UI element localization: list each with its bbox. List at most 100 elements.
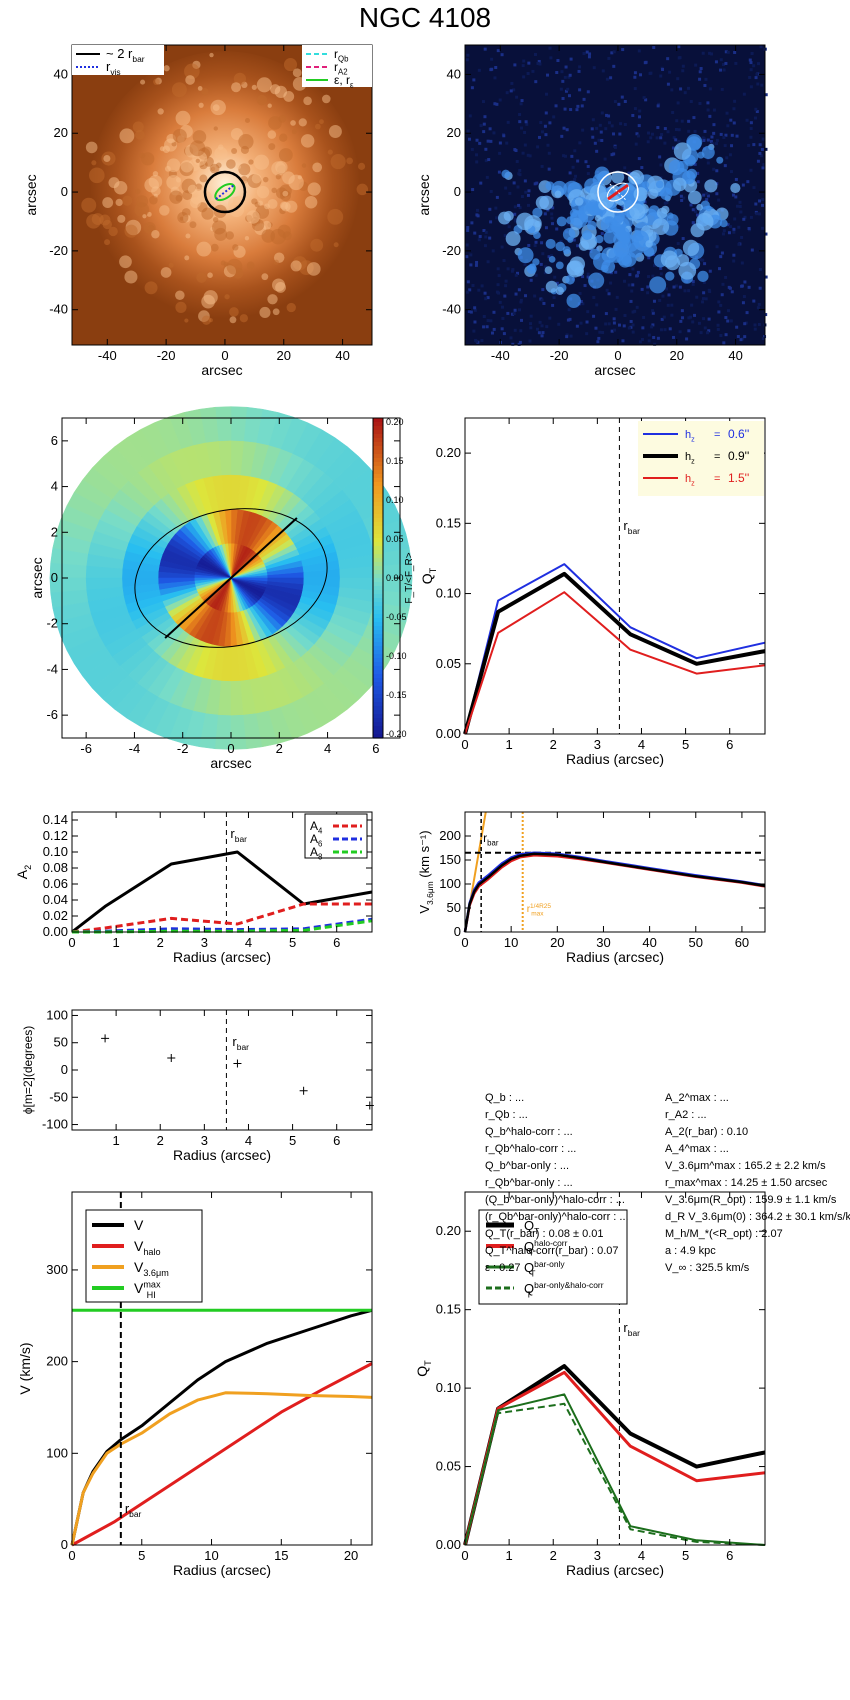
noise-pixel xyxy=(539,262,543,266)
noise-pixel xyxy=(536,61,540,65)
noise-pixel xyxy=(597,336,601,340)
x-axis-label: Radius (arcsec) xyxy=(566,949,664,965)
texture-blob xyxy=(102,219,112,230)
texture-blob xyxy=(611,170,625,184)
noise-pixel xyxy=(550,216,554,220)
noise-pixel xyxy=(678,56,682,60)
x-tick-label: 0 xyxy=(68,1548,75,1563)
legend-label: V xyxy=(134,1217,144,1233)
x-axis-label: arcsec xyxy=(210,755,251,771)
colorbar-cell xyxy=(373,654,383,659)
noise-pixel xyxy=(529,326,533,330)
x-tick-label: 4 xyxy=(638,737,645,752)
noise-pixel xyxy=(485,325,489,329)
texture-blob xyxy=(298,118,307,127)
noise-pixel xyxy=(699,258,703,262)
noise-pixel xyxy=(661,294,665,298)
stat-left-row: r_Qb^bar-only : ... xyxy=(485,1177,573,1189)
texture-blob xyxy=(303,96,312,106)
noise-pixel xyxy=(674,138,678,142)
texture-blob xyxy=(677,160,689,172)
y-tick-label: 100 xyxy=(439,876,461,891)
y-axis-label: QT xyxy=(419,567,438,584)
noise-pixel xyxy=(729,319,733,323)
noise-pixel xyxy=(480,284,484,288)
noise-pixel xyxy=(482,122,486,126)
noise-pixel xyxy=(520,318,524,322)
noise-pixel xyxy=(621,205,625,209)
noise-pixel xyxy=(656,336,660,340)
texture-blob xyxy=(119,255,132,269)
p4-frame xyxy=(464,417,766,735)
texture-blob xyxy=(124,270,138,284)
noise-pixel xyxy=(560,70,564,74)
texture-blob xyxy=(319,119,324,125)
noise-pixel xyxy=(470,86,474,90)
noise-pixel xyxy=(526,193,530,197)
noise-pixel xyxy=(510,269,514,273)
texture-blob xyxy=(210,243,219,252)
texture-blob xyxy=(89,167,105,184)
p1-panel: -40 -20 0 20 40 -40 -20 0 20 40 arcsec arcsec ~ 2 rb… xyxy=(23,44,373,378)
series-line xyxy=(463,1370,766,1546)
texture-blob xyxy=(253,154,270,170)
texture-blob xyxy=(175,110,191,126)
noise-pixel xyxy=(732,107,736,111)
colorbar-frame xyxy=(372,417,384,739)
noise-pixel xyxy=(540,324,544,328)
noise-pixel xyxy=(659,328,663,332)
noise-pixel xyxy=(721,282,725,286)
noise-pixel xyxy=(724,61,728,65)
texture-blob xyxy=(166,158,181,173)
colorbar-cell xyxy=(373,482,383,487)
texture-blob xyxy=(122,195,133,206)
noise-pixel xyxy=(739,210,743,214)
colorbar-cell xyxy=(373,722,383,727)
texture-blob xyxy=(565,274,575,285)
noise-pixel xyxy=(703,129,707,133)
texture-blob xyxy=(261,229,276,243)
noise-pixel xyxy=(507,225,511,229)
noise-pixel xyxy=(520,126,524,130)
noise-pixel xyxy=(551,303,555,307)
stat-left-row: Q_T^halo-corr(r_bar) : 0.07 xyxy=(485,1245,619,1257)
noise-pixel xyxy=(668,327,672,331)
noise-pixel xyxy=(523,262,527,266)
noise-pixel xyxy=(740,261,744,265)
texture-blob xyxy=(268,143,276,151)
noise-pixel xyxy=(691,279,695,283)
x-tick-label: 1 xyxy=(113,1133,120,1148)
noise-pixel xyxy=(732,259,736,263)
noise-pixel xyxy=(609,281,613,285)
noise-pixel xyxy=(733,50,737,54)
texture-blob xyxy=(239,314,248,323)
colorbar-cell xyxy=(373,718,383,723)
noise-pixel xyxy=(706,101,710,105)
noise-pixel xyxy=(511,312,515,316)
noise-pixel xyxy=(601,330,605,334)
texture-blob xyxy=(238,134,254,150)
series-line xyxy=(71,1362,373,1547)
noise-pixel xyxy=(680,309,684,313)
colorbar-cell xyxy=(373,650,383,655)
noise-pixel xyxy=(693,162,697,166)
y-axis-label: V (km/s) xyxy=(17,1342,33,1394)
texture-blob xyxy=(705,205,712,212)
noise-pixel xyxy=(761,166,765,170)
noise-pixel xyxy=(650,325,654,329)
noise-pixel xyxy=(728,286,732,290)
noise-pixel xyxy=(757,302,761,306)
y-tick-label: 0 xyxy=(61,184,68,199)
legend-label: V3.6μm xyxy=(134,1259,169,1278)
noise-pixel xyxy=(687,86,691,90)
colorbar-tick-label: -0.20 xyxy=(386,729,407,739)
noise-pixel xyxy=(693,129,697,133)
noise-pixel xyxy=(564,65,568,69)
x-tick-label: 0 xyxy=(68,935,75,950)
x-tick-label: 5 xyxy=(138,1548,145,1563)
noise-pixel xyxy=(750,51,754,55)
noise-pixel xyxy=(747,285,751,289)
noise-pixel xyxy=(623,100,627,104)
noise-pixel xyxy=(670,313,674,317)
noise-pixel xyxy=(633,71,637,75)
